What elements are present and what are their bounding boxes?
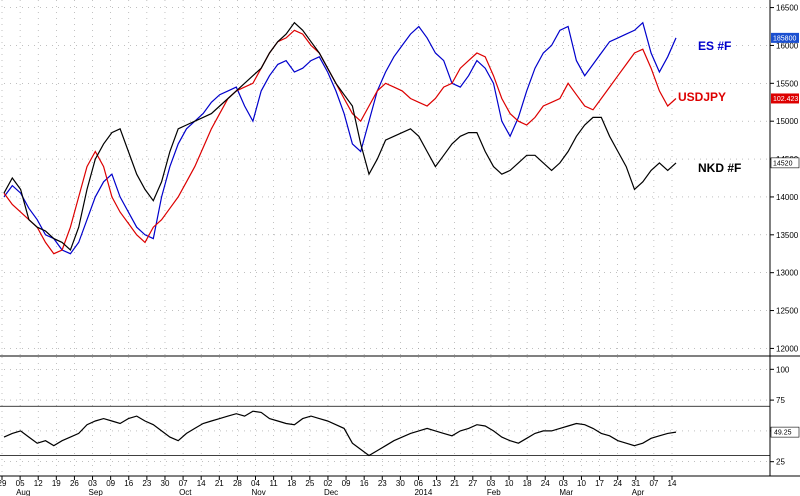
x-tick-label: 21 bbox=[215, 479, 224, 488]
x-tick-label: 23 bbox=[378, 479, 387, 488]
x-tick-label: 06 bbox=[414, 479, 423, 488]
y-tick-label: 16000 bbox=[776, 41, 799, 50]
x-tick-label: 13 bbox=[432, 479, 441, 488]
x-tick-label: 23 bbox=[142, 479, 151, 488]
x-tick-label: 04 bbox=[251, 479, 260, 488]
series-line-nkd-f bbox=[3, 21, 677, 252]
last-value-tags: 185800 102.423 14520 49.25 bbox=[770, 32, 800, 438]
x-tick-label: 14 bbox=[197, 479, 206, 488]
x-tick-label: 27 bbox=[468, 479, 477, 488]
y-tick-label: 13500 bbox=[776, 231, 799, 240]
last-value-label: 49.25 bbox=[774, 430, 792, 437]
x-tick-label: 21 bbox=[450, 479, 459, 488]
x-tick-label: 03 bbox=[88, 479, 97, 488]
x-tick-label: 11 bbox=[269, 479, 278, 488]
legend-label: ES #F bbox=[698, 39, 731, 53]
series-line-es-f bbox=[3, 21, 677, 255]
x-tick-label: 31 bbox=[631, 479, 640, 488]
x-tick-label: 19 bbox=[52, 479, 61, 488]
x-tick-label: 10 bbox=[505, 479, 514, 488]
y-tick-label: 14000 bbox=[776, 193, 799, 202]
last-value-label: 102.423 bbox=[773, 96, 798, 103]
x-tick-label: 18 bbox=[287, 479, 296, 488]
series-line-usdjpy bbox=[3, 29, 677, 255]
last-value-tag bbox=[771, 93, 799, 104]
x-tick-label: 30 bbox=[396, 479, 405, 488]
legend-label: USDJPY bbox=[678, 90, 726, 104]
last-value-label: 14520 bbox=[773, 160, 793, 167]
x-tick-label: 02 bbox=[323, 479, 332, 488]
x-tick-label: 07 bbox=[649, 479, 658, 488]
x-tick-label: 16 bbox=[124, 479, 133, 488]
x-tick-label: 24 bbox=[613, 479, 622, 488]
y-tick-label: 16500 bbox=[776, 4, 799, 13]
x-tick-label: 24 bbox=[541, 479, 550, 488]
x-tick-label: 17 bbox=[595, 479, 604, 488]
y-tick-label: 12000 bbox=[776, 344, 799, 353]
y-tick-label: 15500 bbox=[776, 79, 799, 88]
y-tick-label: 12500 bbox=[776, 307, 799, 316]
last-value-tag bbox=[771, 32, 799, 43]
last-value-tag bbox=[770, 426, 800, 438]
oscillator-line bbox=[3, 410, 677, 457]
month-label: 2014 bbox=[414, 488, 432, 496]
month-label: Mar bbox=[559, 488, 573, 496]
x-tick-label: 12 bbox=[34, 479, 43, 488]
x-tick-label: 29 bbox=[0, 479, 7, 488]
y-tick-label: 75 bbox=[776, 396, 785, 405]
legend-label: NKD #F bbox=[698, 161, 741, 175]
y-tick-label: 100 bbox=[776, 365, 790, 374]
x-tick-label: 07 bbox=[179, 479, 188, 488]
last-value-label: 185800 bbox=[773, 35, 796, 42]
x-tick-label: 18 bbox=[523, 479, 532, 488]
x-tick-label: 14 bbox=[668, 479, 677, 488]
x-tick-label: 10 bbox=[577, 479, 586, 488]
x-tick-label: 30 bbox=[161, 479, 170, 488]
x-axis: 29 05 12 19 26 03 09 16 23 30 07 14 21 28 04 11 18 25 02 09… bbox=[0, 476, 677, 496]
x-tick-label: 09 bbox=[106, 479, 115, 488]
x-tick-label: 03 bbox=[559, 479, 568, 488]
x-tick-label: 28 bbox=[233, 479, 242, 488]
month-label: Oct bbox=[179, 488, 192, 496]
x-tick-label: 25 bbox=[305, 479, 314, 488]
x-tick-label: 09 bbox=[342, 479, 351, 488]
y-tick-label: 13000 bbox=[776, 269, 799, 278]
main-series-lines bbox=[3, 21, 677, 255]
legend: ES #F USDJPY NKD #F bbox=[678, 39, 741, 175]
month-label: Dec bbox=[324, 488, 338, 496]
month-label: Sep bbox=[89, 488, 104, 496]
x-tick-label: 26 bbox=[70, 479, 79, 488]
x-tick-label: 03 bbox=[486, 479, 495, 488]
month-label: Nov bbox=[252, 488, 266, 496]
x-tick-label: 16 bbox=[360, 479, 369, 488]
month-label: Apr bbox=[632, 488, 645, 496]
sub-grid bbox=[0, 357, 770, 474]
sub-series-lines bbox=[3, 410, 677, 457]
x-tick-label: 05 bbox=[16, 479, 25, 488]
last-value-tag bbox=[770, 157, 800, 169]
y-tick-label: 25 bbox=[776, 458, 785, 467]
y-tick-label: 15000 bbox=[776, 117, 799, 126]
month-label: Aug bbox=[16, 488, 30, 496]
month-label: Feb bbox=[487, 488, 501, 496]
